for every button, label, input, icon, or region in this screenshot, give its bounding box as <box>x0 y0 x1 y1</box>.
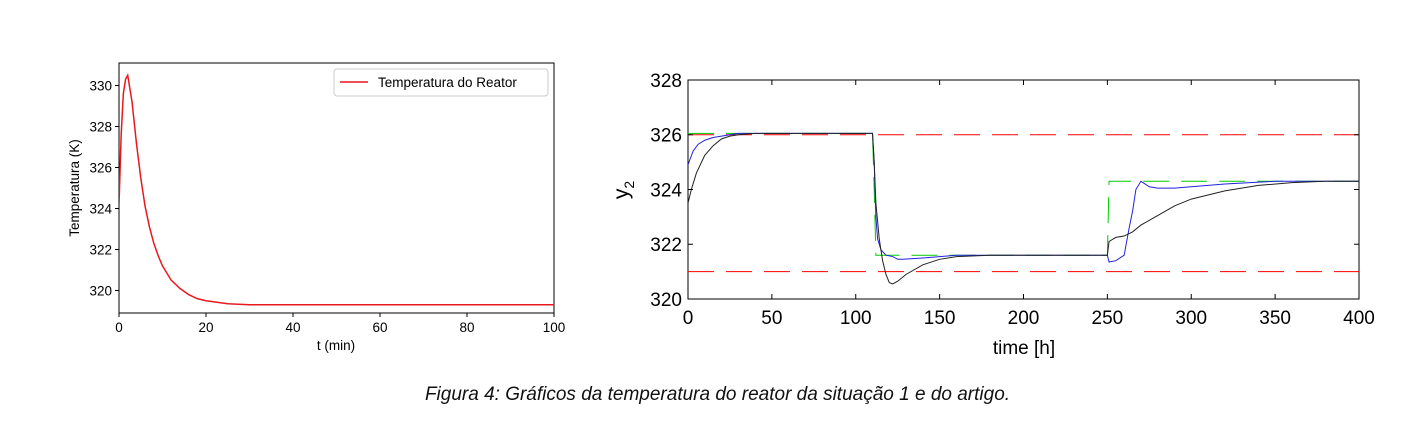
y-axis-label-main: y <box>610 188 633 199</box>
x-axis-label-right: time [h] <box>993 338 1055 359</box>
plot-area-left <box>118 62 555 314</box>
y-tick-label: 328 <box>650 71 682 92</box>
x-tick-label: 0 <box>683 308 694 329</box>
y-tick-label: 320 <box>650 290 682 311</box>
x-tick-label: 350 <box>1259 308 1291 329</box>
x-tick-label: 150 <box>924 308 956 329</box>
legend-label: Temperatura do Reator <box>378 75 517 90</box>
x-tick-label: 400 <box>1343 308 1375 329</box>
x-tick-label: 50 <box>761 308 782 329</box>
x-tick-label: 300 <box>1175 308 1207 329</box>
y-tick-label: 322 <box>650 235 682 256</box>
x-tick-label: 40 <box>285 320 300 335</box>
x-tick-label: 20 <box>198 320 213 335</box>
y-tick-label: 324 <box>89 201 112 216</box>
x-tick-label: 60 <box>372 320 387 335</box>
plot-area-right <box>687 79 1360 300</box>
x-tick-label: 100 <box>840 308 872 329</box>
y-tick-label: 320 <box>89 283 112 298</box>
x-tick-label: 250 <box>1092 308 1124 329</box>
y-tick-label: 328 <box>89 119 112 134</box>
series-line-4 <box>688 132 1359 263</box>
figure-caption: Figura 4: Gráficos da temperatura do rea… <box>424 384 1011 405</box>
y-axis-label-subscript: 2 <box>621 181 637 189</box>
y-tick-label: 324 <box>650 180 682 201</box>
legend-left: Temperatura do Reator <box>333 68 549 97</box>
series-line-1 <box>119 72 554 306</box>
x-tick-label: 100 <box>543 320 566 335</box>
series-line-5 <box>688 132 1359 285</box>
series-line-3 <box>688 132 1359 256</box>
x-tick-label: 200 <box>1008 308 1040 329</box>
y-tick-label: 330 <box>89 78 112 93</box>
y-tick-label: 326 <box>650 126 682 147</box>
y-axis-label-right: y2 <box>610 181 637 200</box>
article-temperature-chart: 0 50 100 150 200 250 300 350 400 320 322 324 326 328… <box>610 71 1375 359</box>
x-tick-label: 80 <box>459 320 474 335</box>
x-axis-label-left: t (min) <box>317 338 355 353</box>
legend-box <box>333 68 549 97</box>
y-tick-label: 322 <box>89 242 112 257</box>
y-tick-label: 326 <box>89 160 112 175</box>
y-axis-label-left: Temperatura (K) <box>67 139 82 237</box>
x-tick-label: 0 <box>115 320 123 335</box>
svg-text:y2: y2 <box>610 181 637 200</box>
